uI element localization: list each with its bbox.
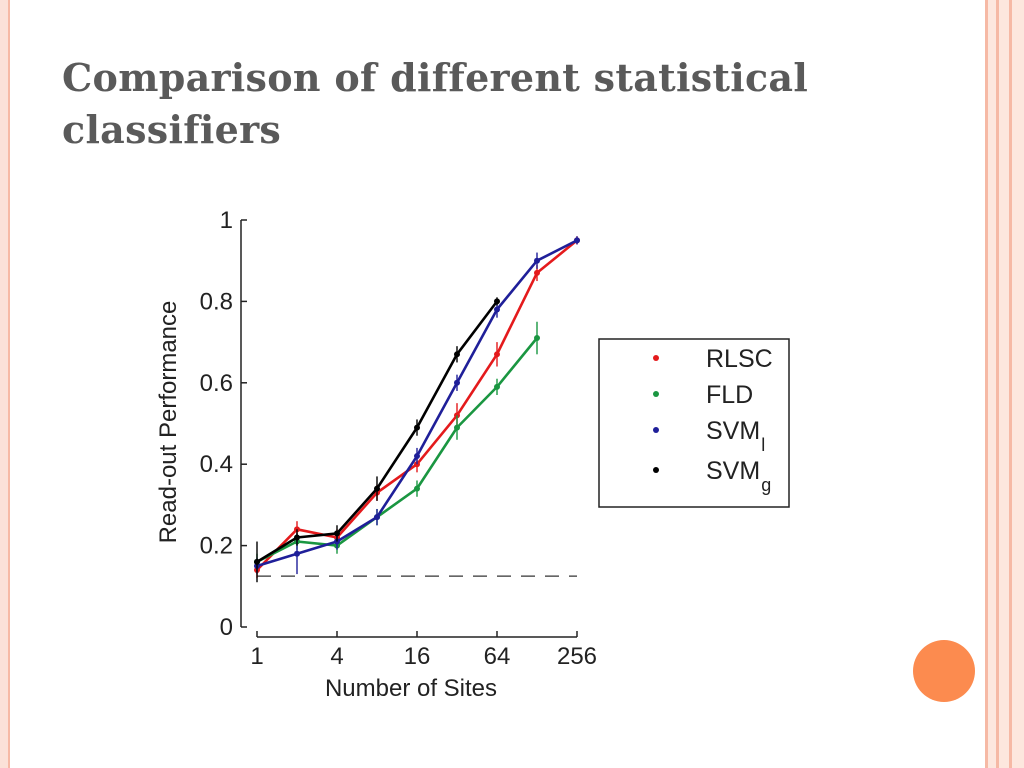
x-tick-label: 16 [404, 643, 431, 670]
data-point [454, 424, 460, 431]
data-point [414, 453, 420, 460]
data-point [534, 257, 540, 264]
x-tick-label: 256 [557, 643, 597, 670]
left-border [0, 0, 10, 768]
legend-box [598, 338, 790, 508]
slide-title: Comparison of different statistical clas… [62, 55, 809, 152]
y-tick-label: 0.8 [200, 288, 233, 315]
x-axis-label: Number of Sites [325, 675, 497, 702]
legend-marker [653, 467, 659, 473]
y-tick-label: 0 [220, 614, 233, 641]
y-tick-label: 0.4 [200, 451, 233, 478]
data-point [414, 424, 420, 431]
data-point [294, 534, 300, 541]
data-point [334, 530, 340, 537]
legend-marker [653, 391, 659, 397]
data-point [374, 514, 380, 521]
data-point [494, 306, 500, 313]
legend-subscript: g [761, 475, 771, 495]
legend-label: FLD [706, 381, 753, 409]
data-point [454, 379, 460, 386]
chart-axes: 0 0.2 0.4 0.6 0.8 1 1 4 16 64 256 [200, 207, 597, 670]
data-point [574, 237, 580, 244]
orange-accent-dot [913, 640, 975, 702]
y-tick-label: 0.6 [200, 370, 233, 397]
data-point [414, 485, 420, 492]
legend-label: SVM [706, 417, 760, 445]
right-border-stripes [985, 0, 1024, 768]
data-point [294, 550, 300, 557]
y-axis-label: Read-out Performance [155, 301, 182, 544]
chart-series [254, 236, 580, 583]
series-line [256, 337, 539, 564]
data-point [254, 558, 260, 565]
x-tick-label: 64 [484, 643, 511, 670]
x-tick-label: 4 [330, 643, 343, 670]
data-point [494, 298, 500, 305]
y-tick-label: 0.2 [200, 533, 233, 560]
data-point [454, 351, 460, 358]
legend-subscript: l [761, 435, 765, 455]
data-point [374, 485, 380, 492]
data-point [494, 383, 500, 390]
series-line [256, 239, 578, 571]
data-point [534, 269, 540, 276]
data-point [534, 335, 540, 342]
legend-marker [653, 355, 659, 361]
legend-label: SVM [706, 457, 760, 485]
legend-marker [653, 427, 659, 433]
y-tick-label: 1 [220, 207, 233, 234]
series-rlsc [254, 236, 580, 579]
legend-label: RLSC [706, 345, 773, 373]
data-point [494, 351, 500, 358]
x-tick-label: 1 [250, 643, 263, 670]
series-svmg [254, 297, 500, 583]
